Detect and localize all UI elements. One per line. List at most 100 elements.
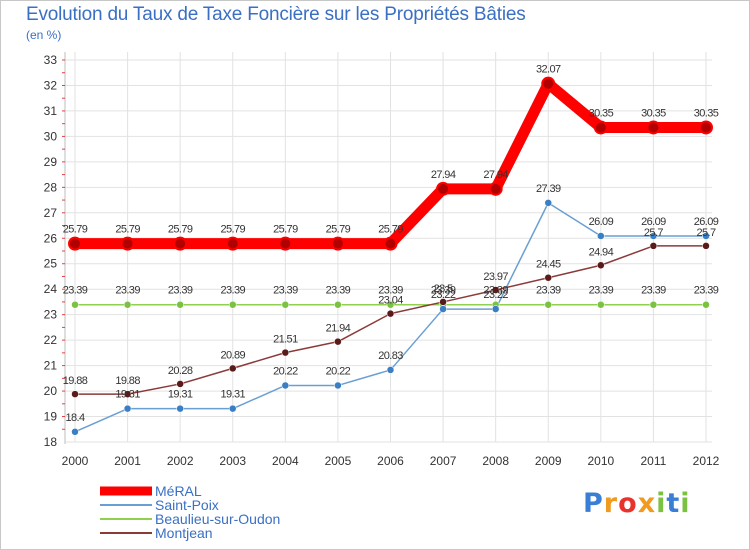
data-point — [386, 366, 395, 374]
data-point — [330, 236, 345, 251]
y-tick-label: 23 — [44, 308, 58, 322]
data-point — [702, 300, 710, 309]
x-tick-label: 2001 — [114, 454, 141, 468]
y-tick-label: 31 — [44, 104, 58, 118]
y-tick-label: 29 — [44, 155, 58, 169]
x-tick-label: 2000 — [62, 454, 89, 468]
data-point — [176, 404, 184, 413]
x-tick-label: 2003 — [219, 454, 246, 468]
logo-letter: P — [583, 488, 604, 519]
chart-subtitle: (en %) — [26, 28, 62, 42]
data-point — [386, 300, 395, 309]
data-point — [123, 300, 132, 309]
data-point — [491, 305, 500, 313]
data-label: 27.39 — [536, 183, 561, 195]
data-point — [544, 199, 552, 207]
data-label: 20.22 — [326, 365, 351, 377]
logo-letter: r — [603, 488, 619, 519]
data-point — [699, 120, 713, 135]
data-label: 23.39 — [431, 285, 456, 297]
data-point — [71, 428, 79, 436]
data-point — [123, 404, 132, 413]
data-label: 25.79 — [326, 224, 351, 236]
data-label: 26.09 — [589, 216, 614, 228]
logo-letter: o — [618, 488, 638, 519]
data-label: 23.39 — [168, 285, 193, 297]
data-label: 19.88 — [63, 375, 88, 387]
data-label: 19.31 — [220, 389, 245, 401]
data-label: 25.79 — [220, 224, 245, 236]
data-point — [281, 300, 290, 309]
data-label: 26.09 — [641, 216, 666, 228]
x-tick-label: 2006 — [377, 454, 404, 468]
data-label: 32.07 — [536, 64, 561, 76]
data-label: 23.39 — [483, 285, 508, 297]
data-point — [702, 242, 710, 250]
data-point — [544, 273, 552, 282]
legend-label-saint-poix: Saint-Poix — [155, 497, 219, 513]
y-tick-label: 18 — [44, 435, 58, 449]
x-tick-label: 2010 — [587, 454, 614, 468]
data-label: 23.39 — [115, 285, 140, 297]
data-label: 23.39 — [536, 285, 561, 297]
y-tick-label: 33 — [44, 53, 58, 67]
y-tick-label: 20 — [44, 384, 58, 398]
data-point — [544, 300, 552, 309]
x-tick-label: 2002 — [167, 454, 194, 468]
data-label: 23.22 — [431, 289, 456, 301]
data-label: 30.35 — [641, 107, 666, 119]
data-point — [281, 381, 290, 390]
data-label: 20.28 — [168, 365, 193, 377]
x-tick-label: 2007 — [430, 454, 457, 468]
data-point — [439, 305, 447, 313]
data-point — [123, 390, 132, 398]
data-label: 23.04 — [378, 295, 403, 307]
data-point — [225, 236, 240, 251]
y-tick-label: 27 — [44, 206, 58, 220]
data-point — [176, 380, 184, 388]
logo-letter: i — [680, 488, 691, 519]
data-label: 25.79 — [115, 224, 140, 236]
data-label: 19.31 — [115, 389, 140, 401]
y-tick-label: 25 — [44, 257, 58, 271]
data-label: 23.39 — [273, 285, 298, 297]
data-label: 30.35 — [694, 107, 719, 119]
data-point — [334, 381, 342, 390]
legend-swatch-beaulieu — [100, 518, 152, 520]
x-tick-label: 2008 — [482, 454, 509, 468]
data-label: 20.22 — [273, 365, 298, 377]
data-label: 23.39 — [589, 285, 614, 297]
data-label: 23.97 — [483, 271, 508, 283]
y-tick-label: 24 — [44, 282, 58, 296]
data-point — [649, 232, 658, 240]
x-tick-label: 2005 — [325, 454, 352, 468]
data-point — [281, 348, 290, 357]
data-point — [334, 337, 342, 346]
data-point — [120, 236, 135, 251]
legend-label-meral: MéRAL — [155, 483, 202, 499]
x-tick-label: 2011 — [641, 454, 667, 468]
data-label: 23.22 — [483, 289, 508, 301]
data-label: 27.94 — [431, 169, 456, 181]
data-label: 19.31 — [168, 389, 193, 401]
y-tick-label: 22 — [44, 333, 58, 347]
data-point — [334, 300, 342, 309]
data-label: 27.94 — [483, 169, 508, 181]
data-point — [278, 236, 293, 251]
data-point — [702, 232, 710, 240]
data-label: 25.79 — [168, 224, 193, 236]
data-label: 25.79 — [63, 224, 88, 236]
x-tick-label: 2009 — [535, 454, 562, 468]
data-label: 24.94 — [589, 246, 614, 258]
data-label: 25.79 — [378, 224, 403, 236]
data-point — [488, 181, 503, 196]
legend-swatch-montjean — [100, 532, 152, 534]
data-point — [597, 232, 605, 240]
chart-title: Evolution du Taux de Taxe Foncière sur l… — [26, 4, 526, 25]
x-tick-label: 2004 — [272, 454, 299, 468]
y-tick-label: 19 — [44, 410, 58, 424]
data-label: 25.79 — [273, 224, 298, 236]
data-label: 21.51 — [273, 334, 298, 346]
data-label: 23.5 — [434, 283, 453, 295]
data-point — [383, 236, 398, 251]
